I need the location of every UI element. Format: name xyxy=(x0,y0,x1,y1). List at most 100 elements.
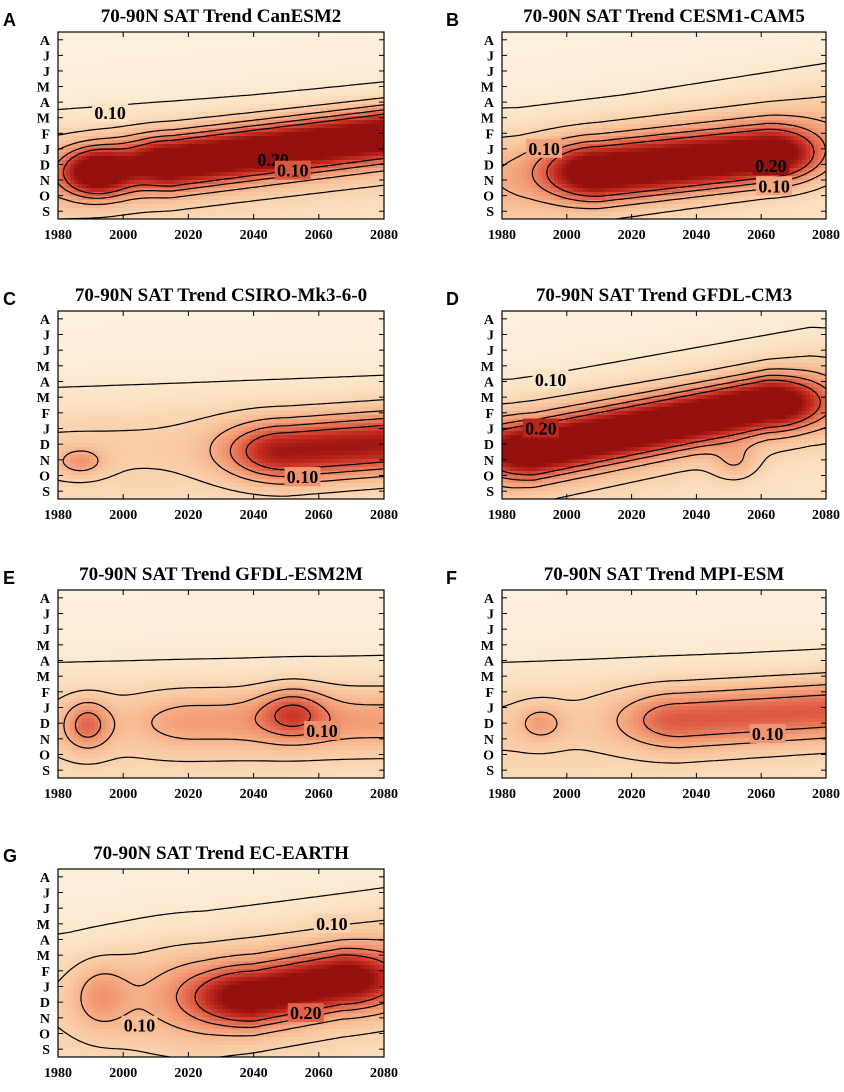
heatmap-cell xyxy=(382,196,384,201)
heatmap-cell xyxy=(798,32,803,37)
heatmap-cell xyxy=(322,168,327,173)
heatmap-cell xyxy=(114,60,119,65)
heatmap-cell xyxy=(718,32,723,37)
heatmap-cell xyxy=(274,184,279,189)
heatmap-cell xyxy=(162,168,167,173)
heatmap-cell xyxy=(782,44,787,49)
heatmap-cell xyxy=(106,48,111,53)
heatmap-cell xyxy=(66,120,71,125)
heatmap-cell xyxy=(130,92,135,97)
heatmap-cell xyxy=(342,128,347,133)
heatmap-cell xyxy=(214,112,219,117)
heatmap-cell xyxy=(546,76,551,81)
heatmap-cell xyxy=(234,208,239,213)
heatmap-cell xyxy=(670,60,675,65)
heatmap-cell xyxy=(86,176,91,181)
heatmap-cell xyxy=(326,140,331,145)
heatmap-cell xyxy=(94,136,99,141)
heatmap-cell xyxy=(82,160,87,165)
heatmap-cell xyxy=(326,64,331,69)
heatmap-cell xyxy=(242,220,247,225)
heatmap-cell xyxy=(62,192,67,197)
heatmap-cell xyxy=(306,92,311,97)
heatmap-cell xyxy=(706,48,711,53)
heatmap-cell xyxy=(314,184,319,189)
heatmap-cell xyxy=(378,88,383,93)
y-tick-label: S xyxy=(42,205,50,220)
heatmap-cell xyxy=(318,52,323,57)
heatmap-cell xyxy=(254,60,259,65)
heatmap-cell xyxy=(74,52,79,57)
heatmap-cell xyxy=(158,56,163,61)
heatmap-cell xyxy=(190,60,195,65)
heatmap-cell xyxy=(166,220,171,225)
heatmap-cell xyxy=(290,60,295,65)
heatmap-cell xyxy=(294,104,299,109)
heatmap-cell xyxy=(222,180,227,185)
heatmap-cell xyxy=(362,56,367,61)
heatmap-cell xyxy=(694,44,699,49)
heatmap-cell xyxy=(318,132,323,137)
heatmap-cell xyxy=(278,180,283,185)
heatmap-cell xyxy=(138,92,143,97)
heatmap-cell xyxy=(326,132,331,137)
heatmap-cell xyxy=(198,100,203,105)
heatmap-cell xyxy=(358,144,363,149)
heatmap-cell xyxy=(370,160,375,165)
heatmap-cell xyxy=(334,144,339,149)
heatmap-cell xyxy=(110,160,115,165)
heatmap-cell xyxy=(162,104,167,109)
heatmap-cell xyxy=(82,44,87,49)
heatmap-cell xyxy=(238,72,243,77)
heatmap-cell xyxy=(250,76,255,81)
heatmap-cell xyxy=(594,68,599,73)
heatmap-cell xyxy=(658,60,663,65)
heatmap-cell xyxy=(306,152,311,157)
heatmap-cell xyxy=(214,76,219,81)
heatmap-cell xyxy=(226,76,231,81)
heatmap-cell xyxy=(86,96,91,101)
heatmap-cell xyxy=(174,140,179,145)
heatmap-cell xyxy=(206,112,211,117)
heatmap-cell xyxy=(218,216,223,219)
heatmap-cell xyxy=(230,168,235,173)
heatmap-cell xyxy=(198,76,203,81)
heatmap-cell xyxy=(190,92,195,97)
heatmap-cell xyxy=(294,148,299,153)
heatmap-cell xyxy=(186,64,191,69)
heatmap-cell xyxy=(362,36,367,41)
heatmap-cell xyxy=(246,200,251,205)
heatmap-cell xyxy=(786,44,791,49)
heatmap-cell xyxy=(518,40,523,45)
heatmap-cell xyxy=(146,76,151,81)
heatmap-cell xyxy=(370,112,375,117)
heatmap-cell xyxy=(286,76,291,81)
heatmap-cell xyxy=(642,44,647,49)
heatmap-cell xyxy=(226,80,231,85)
heatmap-cell xyxy=(326,200,331,205)
heatmap-cell xyxy=(778,40,783,45)
heatmap-cell xyxy=(78,136,83,141)
heatmap-cell xyxy=(78,108,83,113)
heatmap-cell xyxy=(150,176,155,181)
heatmap-cell xyxy=(202,40,207,45)
heatmap-cell xyxy=(574,52,579,57)
heatmap-cell xyxy=(138,168,143,173)
heatmap-cell xyxy=(206,128,211,133)
heatmap-cell xyxy=(370,96,375,101)
heatmap-cell xyxy=(698,64,703,69)
heatmap-cell xyxy=(634,56,639,61)
heatmap-cell xyxy=(174,136,179,141)
heatmap-cell xyxy=(350,56,355,61)
heatmap-cell xyxy=(386,72,391,77)
heatmap-cell xyxy=(246,188,251,193)
heatmap-cell xyxy=(506,60,511,65)
heatmap-cell xyxy=(74,88,79,93)
heatmap-cell xyxy=(290,140,295,145)
heatmap-cell xyxy=(150,68,155,73)
heatmap-cell xyxy=(146,220,151,225)
heatmap-cell xyxy=(158,204,163,209)
heatmap-cell xyxy=(194,40,199,45)
heatmap-cell xyxy=(126,164,131,169)
heatmap-cell xyxy=(798,64,803,69)
